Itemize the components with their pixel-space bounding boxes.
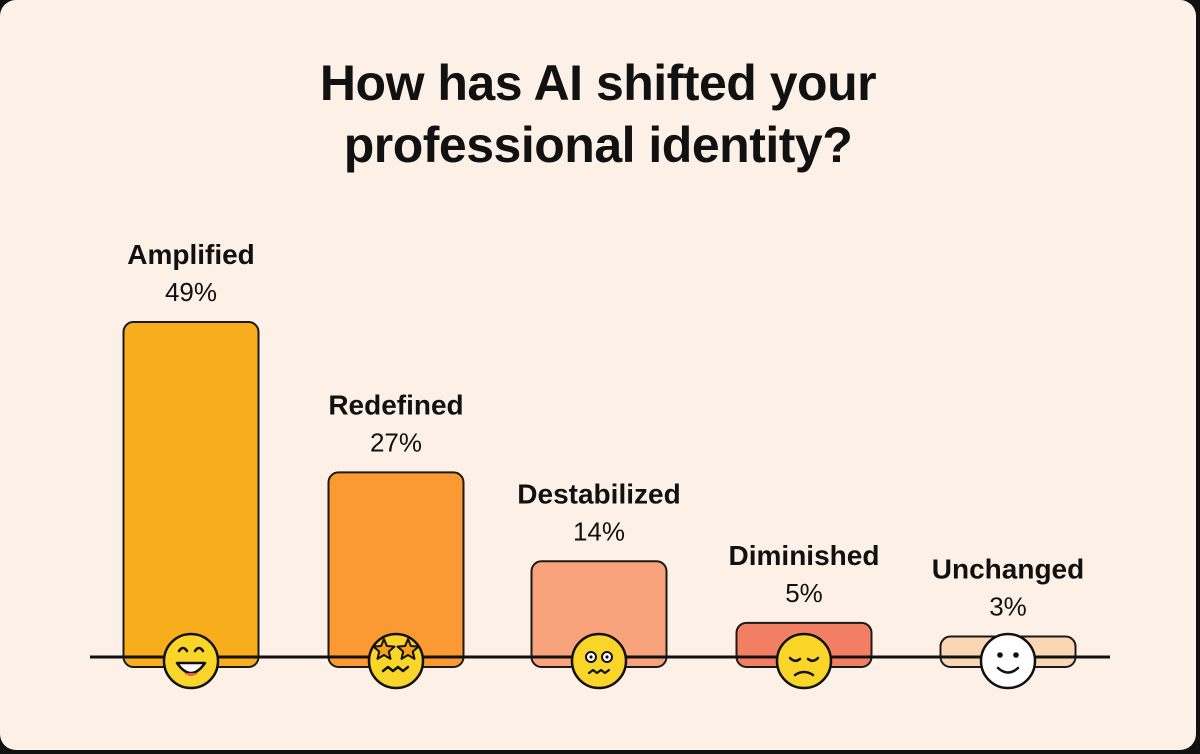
bar-amplified bbox=[122, 321, 260, 668]
anxious-face-icon bbox=[570, 632, 628, 690]
chart-title-line-2: professional identity? bbox=[343, 117, 853, 173]
category-label-amplified: Amplified bbox=[127, 239, 255, 270]
category-label-destabilized: Destabilized bbox=[517, 478, 680, 509]
category-label-redefined: Redefined bbox=[328, 389, 463, 420]
value-label-amplified: 49% bbox=[165, 277, 217, 307]
star-struck-face-icon bbox=[367, 632, 425, 690]
chart-title-line-1: How has AI shifted your bbox=[319, 55, 877, 111]
chart-title: How has AI shifted your professional ide… bbox=[0, 52, 1196, 176]
value-label-diminished: 5% bbox=[785, 578, 823, 608]
smiling-face-icon bbox=[979, 632, 1037, 690]
category-label-unchanged: Unchanged bbox=[932, 553, 1084, 584]
value-label-redefined: 27% bbox=[370, 427, 422, 457]
value-label-destabilized: 14% bbox=[573, 516, 625, 546]
grinning-face-icon bbox=[162, 632, 220, 690]
category-label-diminished: Diminished bbox=[729, 540, 880, 571]
value-label-unchanged: 3% bbox=[989, 591, 1027, 621]
pensive-face-icon bbox=[775, 632, 833, 690]
